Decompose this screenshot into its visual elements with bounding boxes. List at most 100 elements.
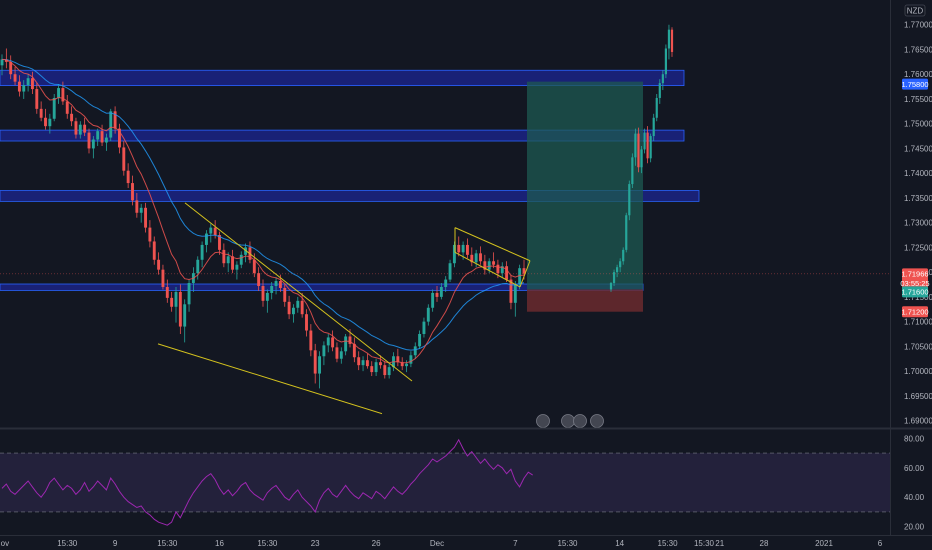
candle xyxy=(278,281,282,288)
candle xyxy=(57,88,60,98)
candle xyxy=(265,292,269,301)
candle xyxy=(209,227,213,234)
position-tool[interactable] xyxy=(527,81,643,312)
price-tick-label: 1.74000 xyxy=(904,169,932,178)
candle xyxy=(518,268,522,285)
trendline[interactable] xyxy=(454,227,531,262)
candle xyxy=(61,88,65,102)
candle xyxy=(13,74,17,82)
projection-candle xyxy=(658,83,661,98)
price-tick-label: 1.75000 xyxy=(904,120,932,129)
candle xyxy=(131,183,134,201)
price-tag-label: 1.71200 xyxy=(901,308,928,317)
candle xyxy=(26,78,30,86)
candle xyxy=(439,286,443,297)
projection-candle xyxy=(625,215,628,250)
candle xyxy=(78,124,82,135)
projection-candle xyxy=(649,136,652,159)
candle xyxy=(435,292,439,297)
candle xyxy=(509,279,513,303)
candle xyxy=(335,347,339,359)
candle xyxy=(474,253,478,263)
rsi-tick-label: 20.00 xyxy=(904,523,925,532)
candle xyxy=(22,85,26,92)
trendlines[interactable] xyxy=(157,202,531,415)
time-tick-label: 6 xyxy=(878,539,883,548)
candle xyxy=(361,360,365,366)
candle xyxy=(135,200,139,213)
candle xyxy=(339,351,343,359)
support-resistance-zone[interactable] xyxy=(0,129,685,142)
candle xyxy=(448,263,452,280)
channel-edge[interactable] xyxy=(519,260,531,288)
price-tag-label: 1.75800 xyxy=(901,80,928,89)
rsi-pane: 80.00 60.00 40.00 20.00 xyxy=(0,434,925,532)
projection-candle xyxy=(634,133,637,158)
candle xyxy=(396,356,400,363)
candle xyxy=(152,241,156,260)
support-resistance-zone[interactable] xyxy=(0,69,685,86)
candle xyxy=(122,147,126,171)
candle xyxy=(257,273,261,286)
event-icons[interactable] xyxy=(536,414,604,428)
candle xyxy=(365,360,369,367)
trendline[interactable] xyxy=(184,202,413,382)
time-tick-label: Dec xyxy=(430,539,444,548)
trendline[interactable] xyxy=(454,251,521,288)
time-tick-label: 15:30 xyxy=(57,539,78,548)
candle xyxy=(309,330,313,351)
price-tick-label: 1.76500 xyxy=(904,45,932,54)
time-tick-label: 23 xyxy=(311,539,320,548)
candle xyxy=(331,337,335,348)
event-icon[interactable] xyxy=(536,414,550,428)
projection-candle xyxy=(667,29,671,49)
candle xyxy=(405,363,408,367)
candle xyxy=(178,291,182,327)
candle xyxy=(96,131,100,140)
rsi-tick-label: 40.00 xyxy=(904,493,925,502)
support-resistance-zone[interactable] xyxy=(0,190,700,202)
candle xyxy=(466,244,469,255)
projection-candle xyxy=(661,74,664,84)
price-tick-label: 1.72500 xyxy=(904,243,932,252)
candle xyxy=(487,261,491,270)
candle xyxy=(452,244,456,264)
candle xyxy=(274,281,278,286)
candle xyxy=(109,111,113,138)
candle xyxy=(370,366,374,373)
candle xyxy=(74,121,78,135)
event-icon[interactable] xyxy=(573,414,587,428)
time-tick-label: 16 xyxy=(215,539,224,548)
time-axis[interactable]: Nov 15:30 9 15:30 16 15:30 23 26 Dec 7 15:30 14 15:3… xyxy=(0,539,883,548)
rsi-band-fill xyxy=(0,453,890,512)
event-icon[interactable] xyxy=(590,414,604,428)
candle xyxy=(496,264,500,274)
candle xyxy=(461,244,465,253)
time-tick-label: 15:30 xyxy=(658,539,679,548)
trendline[interactable] xyxy=(157,343,383,415)
candle xyxy=(244,247,248,255)
candle xyxy=(9,61,13,75)
rsi-tick-label: 60.00 xyxy=(904,464,925,473)
candle xyxy=(505,266,509,280)
candle xyxy=(31,78,34,90)
projection-candle xyxy=(652,117,655,137)
time-tick-label: 15:30 xyxy=(157,539,178,548)
currency-label: NZD xyxy=(907,7,924,16)
candle xyxy=(196,259,200,274)
candle xyxy=(231,256,234,270)
price-tick-label: 1.74500 xyxy=(904,144,932,153)
price-tick-label: 1.76000 xyxy=(904,70,932,79)
price-tick-label: 1.75500 xyxy=(904,95,932,104)
time-tick-label: 28 xyxy=(760,539,769,548)
event-icon[interactable] xyxy=(561,414,575,428)
candle xyxy=(287,301,291,315)
candle xyxy=(400,362,404,367)
candle xyxy=(352,343,356,358)
position-stop-zone[interactable] xyxy=(527,289,643,312)
candle xyxy=(170,297,174,307)
position-target-zone[interactable] xyxy=(527,81,643,290)
candle xyxy=(70,113,74,122)
candle xyxy=(48,118,52,127)
